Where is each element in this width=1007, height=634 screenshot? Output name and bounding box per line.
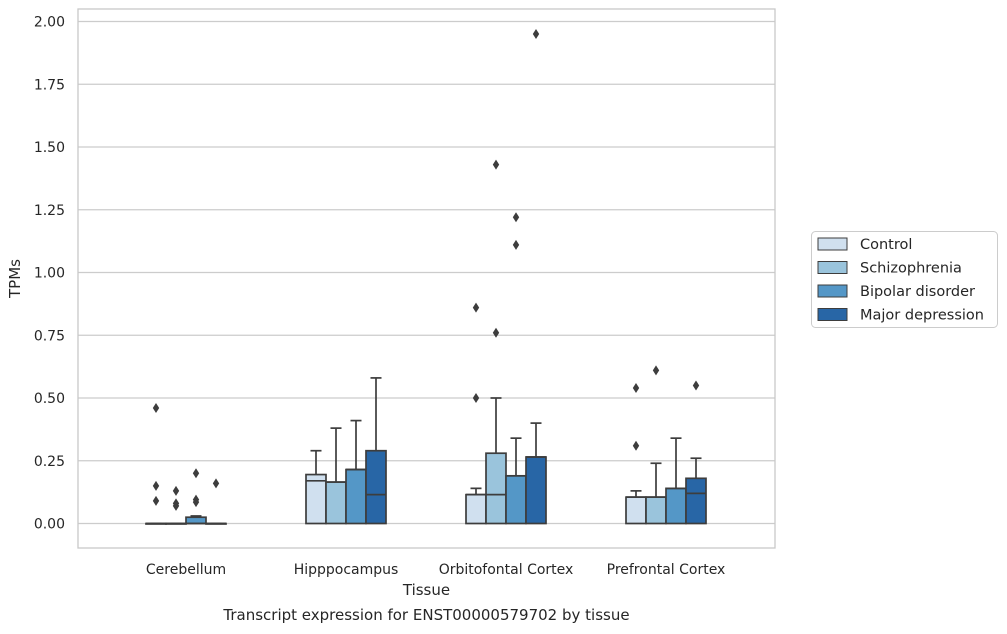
outlier-point — [152, 495, 160, 506]
box-bipolar-disorder — [665, 437, 687, 525]
legend-swatch — [817, 237, 848, 251]
box-body — [525, 456, 547, 525]
outlier-point — [532, 29, 540, 40]
legend-label: Schizophrenia — [860, 261, 962, 277]
y-tick-label: 0.25 — [34, 454, 65, 470]
outlier-point — [192, 497, 200, 508]
x-tick-label: Orbitofontal Cortex — [439, 562, 574, 578]
box-body — [465, 493, 487, 525]
legend: Control Schizophrenia Bipolar disorder Majo… — [811, 231, 998, 328]
box-control — [625, 382, 647, 525]
box-major-depression — [685, 380, 707, 525]
box-control — [465, 302, 487, 525]
y-tick-label: 0.75 — [34, 328, 65, 344]
legend-label: Control — [860, 237, 912, 253]
outlier-point — [492, 327, 500, 338]
box-control — [145, 403, 167, 525]
y-axis: 0.00 0.25 0.50 0.75 1.00 1.25 1.50 1.75 2.00 — [34, 15, 65, 533]
legend-label: Major depression — [860, 308, 984, 324]
box-control — [305, 449, 327, 525]
box-body — [325, 481, 347, 525]
box-schizophrenia — [645, 365, 667, 525]
y-tick-label: 0.50 — [34, 391, 65, 407]
outlier-point — [692, 380, 700, 391]
outlier-point — [152, 403, 160, 414]
box-body — [345, 468, 367, 525]
outlier-point — [492, 159, 500, 170]
x-tick-label: Prefrontal Cortex — [607, 562, 726, 578]
figure-caption: Transcript expression for ENST0000057970… — [223, 606, 630, 624]
outlier-point — [512, 212, 520, 223]
outlier-point — [192, 468, 200, 479]
box-body — [685, 477, 707, 525]
box-major-depression — [205, 478, 227, 525]
outlier-point — [652, 365, 660, 376]
legend-swatch — [817, 308, 848, 321]
outlier-point — [632, 440, 640, 451]
outlier-point — [212, 478, 220, 489]
x-tick-label: Cerebellum — [146, 562, 226, 578]
box-major-depression — [365, 377, 387, 525]
grid-lines — [78, 20, 775, 525]
y-tick-label: 1.75 — [34, 77, 65, 93]
y-axis-label: TPMs — [6, 259, 24, 299]
outlier-point — [472, 393, 480, 403]
box-schizophrenia — [165, 485, 187, 525]
box-body — [505, 474, 527, 525]
y-tick-label: 1.50 — [34, 140, 65, 156]
box-body — [185, 516, 207, 525]
legend-label: Bipolar disorder — [860, 284, 975, 300]
legend-swatch — [817, 284, 848, 298]
legend-frame — [811, 231, 998, 328]
legend-swatch — [817, 261, 848, 274]
x-axis: Cerebellum Hipppocampus Orbitofontal Corte… — [146, 562, 725, 578]
outlier-point — [512, 239, 520, 250]
outlier-point — [632, 382, 640, 393]
outlier-point — [172, 500, 180, 511]
box-schizophrenia — [485, 159, 507, 525]
box-schizophrenia — [325, 427, 347, 525]
box-body — [665, 487, 687, 525]
box-body — [365, 449, 387, 525]
box-body — [485, 452, 507, 525]
box-bipolar-disorder — [345, 419, 367, 525]
y-tick-label: 2.00 — [34, 15, 65, 31]
box-series — [145, 29, 707, 525]
y-tick-label: 0.00 — [34, 517, 65, 533]
outlier-point — [152, 480, 160, 491]
y-tick-label: 1.25 — [34, 203, 65, 219]
x-axis-label: Tissue — [402, 581, 450, 599]
box-body — [625, 496, 647, 525]
plot-frame — [77, 8, 776, 549]
x-tick-label: Hipppocampus — [294, 562, 399, 578]
box-bipolar-disorder — [505, 212, 527, 525]
outlier-point — [172, 485, 180, 496]
y-tick-label: 1.00 — [34, 266, 65, 282]
outlier-point — [472, 302, 480, 313]
box-body — [645, 496, 667, 525]
box-major-depression — [525, 29, 547, 525]
box-bipolar-disorder — [185, 468, 207, 525]
box-body — [305, 473, 327, 525]
